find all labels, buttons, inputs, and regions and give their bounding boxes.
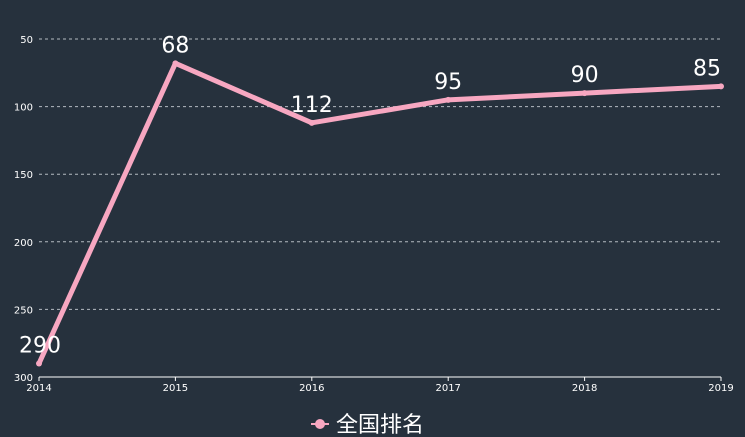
data-point[interactable]: [718, 83, 724, 90]
data-point[interactable]: [581, 90, 588, 97]
data-point[interactable]: [36, 360, 42, 367]
legend-marker-icon: [315, 419, 325, 429]
data-label: 290: [19, 333, 61, 358]
data-point[interactable]: [172, 60, 179, 67]
label-layer: 290 68 112 95 90 85: [19, 33, 721, 358]
x-tick-label: 2018: [572, 383, 597, 394]
y-tick-label: 300: [14, 373, 33, 384]
series-layer: [36, 60, 724, 367]
x-tick-label: 2016: [299, 383, 324, 394]
data-label: 95: [434, 70, 462, 95]
data-point[interactable]: [445, 96, 452, 103]
x-tick-label: 2017: [435, 383, 460, 394]
legend-label: 全国排名: [336, 413, 424, 437]
y-tick-label: 150: [14, 170, 33, 181]
data-label: 90: [571, 63, 599, 88]
data-label: 85: [693, 56, 721, 81]
grid-layer: [39, 38, 721, 310]
data-point[interactable]: [308, 119, 315, 126]
y-tick-label: 100: [14, 103, 33, 114]
x-tick-label: 2019: [708, 383, 733, 394]
data-label: 68: [161, 33, 189, 58]
legend[interactable]: 全国排名: [311, 413, 424, 437]
x-tick-label: 2014: [26, 383, 51, 394]
series-line: [36, 60, 724, 366]
x-tick-label: 2015: [163, 383, 188, 394]
data-label: 112: [291, 93, 333, 118]
y-tick-label: 250: [14, 305, 33, 316]
y-tick-label: 200: [14, 238, 33, 249]
y-tick-label: 50: [20, 35, 33, 46]
